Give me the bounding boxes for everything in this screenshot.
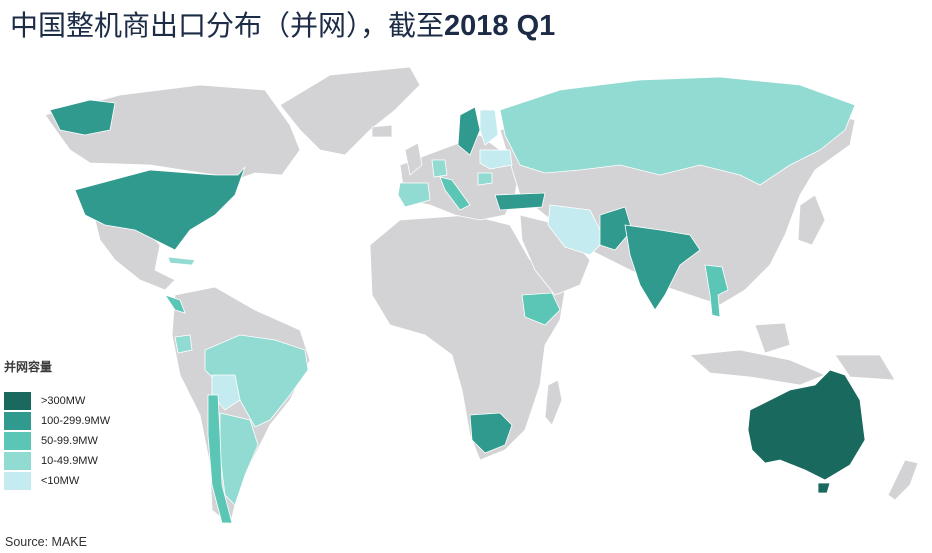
country-ukraine [479,149,513,170]
legend-item: 50-99.9MW [4,431,110,451]
land-iceland [371,124,393,138]
country-ethiopia [521,292,561,326]
land-new-guinea [834,354,896,381]
country-romania [477,172,493,186]
country-iran [547,204,606,256]
country-ecuador [174,334,193,354]
legend-item: <10MW [4,471,110,491]
source-note: Source: MAKE [5,535,87,549]
legend-swatch [4,412,31,430]
country-india [624,224,701,311]
legend-swatch [4,472,31,490]
country-russia [499,76,856,186]
country-finland [479,109,499,146]
legend-label: <10MW [41,475,80,487]
country-sweden [457,106,481,156]
land-south-america [171,286,311,526]
land-borneo [754,322,791,354]
country-turkey [494,192,546,211]
country-south-africa [469,412,513,454]
land-greenland [279,66,421,156]
legend-item: >300MW [4,391,110,411]
land-indonesia [689,349,827,386]
legend-item: 100-299.9MW [4,411,110,431]
page-title: 中国整机商出口分布（并网），截至2018 Q1 [10,6,555,46]
legend-label: >300MW [41,395,86,407]
land-uk [404,142,423,176]
country-thailand [704,264,729,318]
country-australia [747,369,866,481]
country-germany [431,159,448,178]
land-africa [369,214,566,461]
land-new-zealand [887,459,919,501]
country-chile [207,394,233,524]
country-central-america [164,294,186,314]
world-map [44,66,919,526]
country-tasmania [817,482,831,494]
country-pakistan [599,206,633,251]
country-italy [439,176,471,211]
legend-swatch [4,392,31,410]
legend-label: 10-49.9MW [41,455,98,467]
legend-swatch [4,432,31,450]
legend-label: 50-99.9MW [41,435,98,447]
legend-swatch [4,452,31,470]
land-japan [797,194,826,246]
legend-item: 10-49.9MW [4,451,110,471]
country-argentina [219,412,259,506]
title-text: 中国整机商出口分布（并网），截至 [10,9,445,42]
country-cuba [167,256,196,266]
title-period: 2018 Q1 [444,10,556,42]
country-alaska [49,99,116,136]
land-madagascar [544,379,563,426]
legend: 并网容量 >300MW 100-299.9MW 50-99.9MW 10-49.… [4,358,110,491]
country-bolivia [211,374,241,411]
legend-label: 100-299.9MW [41,415,111,427]
country-usa [74,166,246,251]
country-spain [397,182,431,208]
legend-title: 并网容量 [4,360,53,374]
